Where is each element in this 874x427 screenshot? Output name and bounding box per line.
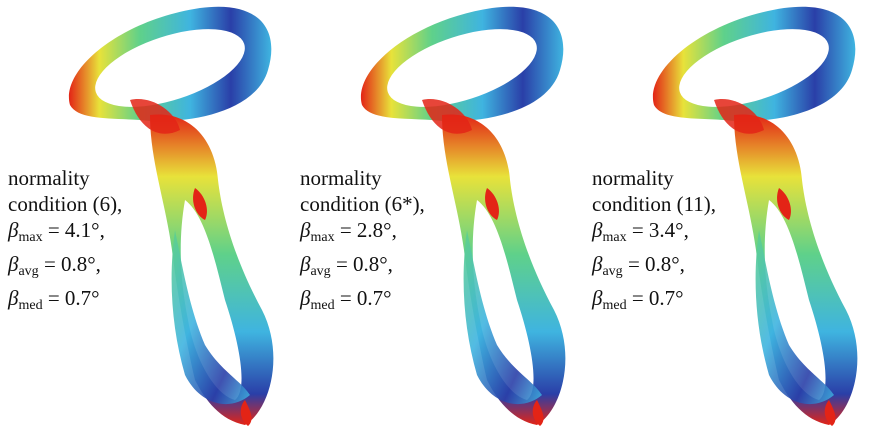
subscript: avg (602, 264, 623, 279)
junction-highlight (714, 99, 764, 134)
red-spot (485, 188, 499, 220)
ring-hole (387, 29, 537, 107)
caption: normality condition (6), βmax = 4.1°, βa… (8, 165, 122, 319)
caption-line: condition (6*), (300, 192, 425, 216)
junction-highlight (130, 99, 180, 134)
mesh-render (68, 6, 274, 426)
figure-panel-2: normality condition (6*), βmax = 2.8°, β… (292, 0, 583, 427)
beta-max: βmax = 3.4°, (592, 217, 716, 251)
beta-symbol: β (8, 218, 19, 242)
beta-med: βmed = 0.7° (300, 285, 425, 319)
beta-symbol: β (592, 252, 603, 276)
loop-left-surface (463, 230, 542, 405)
red-spot (240, 400, 252, 426)
caption: normality condition (6*), βmax = 2.8°, β… (300, 165, 425, 319)
subscript: max (310, 230, 335, 245)
value: = 4.1°, (47, 218, 105, 242)
caption-line: normality (592, 166, 674, 190)
caption-line: condition (11), (592, 192, 717, 216)
value: = 3.4°, (631, 218, 689, 242)
red-spot (193, 188, 207, 220)
beta-med: βmed = 0.7° (592, 285, 716, 319)
value: = 2.8°, (339, 218, 397, 242)
subscript: max (18, 230, 43, 245)
beta-symbol: β (592, 286, 603, 310)
value: = 0.7° (47, 286, 100, 310)
caption-line: normality (8, 166, 90, 190)
beta-max: βmax = 2.8°, (300, 217, 425, 251)
value: = 0.7° (631, 286, 684, 310)
beta-avg: βavg = 0.8°, (300, 251, 425, 285)
ring-hole (95, 29, 245, 107)
value: = 0.8°, (335, 252, 393, 276)
mesh-render (360, 6, 566, 426)
subscript: max (602, 230, 627, 245)
beta-symbol: β (592, 218, 603, 242)
beta-avg: βavg = 0.8°, (8, 251, 122, 285)
caption-line: normality (300, 166, 382, 190)
subscript: med (18, 298, 43, 313)
figure-panel-1: normality condition (6), βmax = 4.1°, βa… (0, 0, 291, 427)
subscript: avg (18, 264, 39, 279)
loop-hole (472, 200, 534, 400)
red-spot (532, 400, 544, 426)
value: = 0.8°, (43, 252, 101, 276)
beta-avg: βavg = 0.8°, (592, 251, 716, 285)
loop-left-surface (755, 230, 834, 405)
beta-symbol: β (300, 286, 311, 310)
loop-hole (180, 200, 242, 400)
junction-highlight (422, 99, 472, 134)
subscript: med (602, 298, 627, 313)
loop-hole (764, 200, 826, 400)
caption: normality condition (11), βmax = 3.4°, β… (592, 165, 716, 319)
mesh-render (652, 6, 858, 426)
beta-symbol: β (8, 286, 19, 310)
ring-hole (679, 29, 829, 107)
figure-panel-3: normality condition (11), βmax = 3.4°, β… (584, 0, 874, 427)
red-spot (824, 400, 836, 426)
red-spot (777, 188, 791, 220)
beta-symbol: β (8, 252, 19, 276)
caption-line: condition (6), (8, 192, 123, 216)
beta-max: βmax = 4.1°, (8, 217, 122, 251)
value: = 0.8°, (627, 252, 685, 276)
subscript: avg (310, 264, 331, 279)
subscript: med (310, 298, 335, 313)
value: = 0.7° (339, 286, 392, 310)
beta-symbol: β (300, 252, 311, 276)
loop-left-surface (171, 230, 250, 405)
beta-med: βmed = 0.7° (8, 285, 122, 319)
beta-symbol: β (300, 218, 311, 242)
